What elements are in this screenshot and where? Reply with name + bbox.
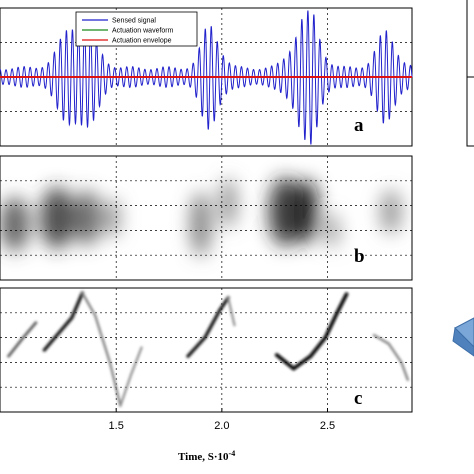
- ridge-1: [42, 291, 85, 352]
- panel-b: b: [0, 155, 413, 281]
- heatmap-layer: [0, 177, 402, 257]
- panel-c: c 1.5 2.0 2.5 Time, S·10-4: [0, 287, 413, 463]
- legend: Sensed signal Actuation waveform Actuati…: [75, 11, 198, 47]
- x-axis: 1.5 2.0 2.5: [109, 408, 335, 432]
- x-axis-label-exponent: -4: [229, 449, 236, 458]
- x-tick-label-2: 2.5: [320, 420, 335, 432]
- panel-c-frame: [0, 287, 413, 413]
- heatmap-blob-3: [103, 198, 121, 238]
- x-axis-label: Time, S·10-4: [178, 449, 235, 463]
- ridge-5: [227, 296, 236, 327]
- heatmap-blob-6: [268, 177, 303, 247]
- x-tick-label-0: 1.5: [109, 420, 124, 432]
- ridge-2: [81, 291, 122, 407]
- heatmap-blob-5: [219, 178, 237, 228]
- panel-a: Sensed signal Actuation waveform Actuati…: [0, 7, 413, 147]
- arrow-head-bottom: [452, 326, 474, 357]
- panel-c-letter: c: [354, 388, 362, 409]
- heatmap-blob-1: [40, 187, 74, 249]
- panel-b-grid: [0, 156, 412, 280]
- ridge-6: [274, 292, 349, 371]
- ridge-7: [372, 333, 409, 381]
- panel-b-letter: b: [354, 246, 365, 267]
- heatmap-blob-4: [190, 191, 212, 257]
- arrow-head-shape: [452, 317, 474, 357]
- ridge-3: [119, 346, 143, 407]
- neighbor-panel-frame: [466, 0, 474, 147]
- legend-label-actuation-waveform: Actuation waveform: [112, 28, 174, 35]
- ridge-4: [186, 296, 230, 358]
- neighbor-panel: [466, 0, 474, 147]
- ridge-0: [7, 321, 38, 358]
- sensed-signal-line: [0, 10, 413, 145]
- x-tick-label-1: 2.0: [214, 420, 229, 432]
- ridge-layer: [7, 291, 409, 407]
- panel-a-letter: a: [354, 115, 364, 136]
- legend-label-actuation-envelope: Actuation envelope: [112, 38, 172, 45]
- heatmap-blob-2: [71, 190, 102, 246]
- legend-label-sensed: Sensed signal: [112, 18, 156, 25]
- x-axis-label-base: Time, S·10: [178, 451, 229, 463]
- heatmap-blob-0: [0, 196, 30, 252]
- heatmap-blob-9: [380, 189, 402, 235]
- heatmap-blob-7: [293, 179, 320, 245]
